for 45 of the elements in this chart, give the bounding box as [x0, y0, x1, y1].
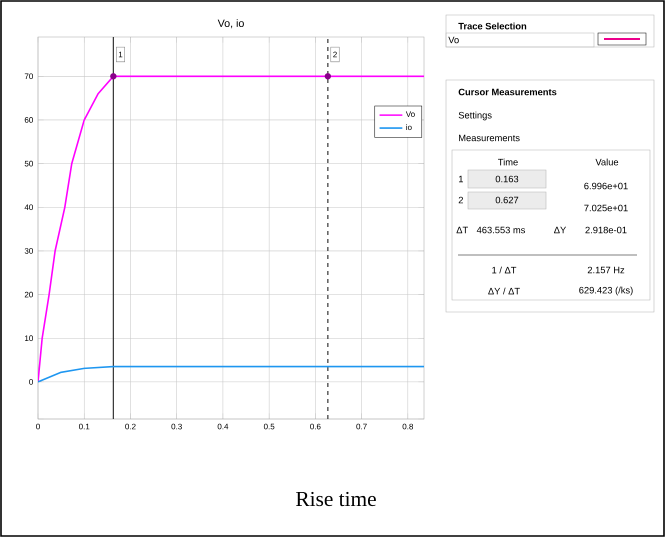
y-tick-label: 40: [24, 204, 33, 210]
x-tick-label: 0.6: [310, 424, 321, 430]
x-tick-label: 0.1: [78, 424, 90, 430]
text: Measurements: [459, 134, 520, 142]
text: 2: [458, 196, 463, 204]
text: 2.157 Hz: [588, 266, 624, 274]
x-tick-label: 0.5: [264, 424, 274, 430]
text: 1: [458, 176, 463, 182]
y-tick-label: 70: [24, 73, 33, 80]
y-tick-label: 60: [24, 117, 33, 123]
text: 463.553 ms: [476, 226, 526, 234]
text: 0.163: [496, 176, 518, 182]
annotation: 2: [333, 52, 337, 58]
legend-label: io: [406, 124, 412, 130]
text: Cursor Measurements: [458, 88, 556, 96]
x-tick-label: 0.4: [218, 424, 228, 430]
annotation: 1: [118, 52, 122, 58]
text: 1 / ΔT: [492, 266, 516, 274]
text: 2.918e-01: [585, 226, 627, 234]
text: ΔY: [554, 226, 566, 234]
text: Value: [595, 158, 618, 166]
legend-label: Vo: [406, 111, 415, 117]
x-tick-label: 0: [36, 424, 40, 430]
text: ΔT: [456, 226, 468, 234]
text: ΔY / ΔT: [488, 288, 520, 294]
y-tick-label: 50: [24, 160, 33, 166]
y-tick-label: 20: [24, 292, 33, 298]
y-tick-label: 10: [25, 335, 33, 342]
text: Settings: [458, 112, 492, 120]
y-tick-label: 0: [29, 379, 33, 385]
text: Time: [498, 158, 518, 166]
text: Vo: [448, 36, 459, 44]
chart-title: Vo, io: [218, 19, 244, 28]
x-tick-label: 0.3: [171, 424, 182, 430]
text: 6.996e+01: [584, 182, 628, 190]
text: Trace Selection: [458, 22, 526, 30]
x-tick-label: 0.7: [356, 424, 367, 430]
text: 629.423 (/ks): [579, 286, 633, 296]
text: Rise time: [296, 492, 376, 506]
text: 7.025e+01: [584, 204, 628, 212]
x-tick-label: 0.8: [402, 424, 414, 430]
x-tick-label: 0.2: [125, 424, 136, 430]
line-series: [38, 366, 424, 383]
text: 0.627: [496, 196, 518, 204]
y-tick-label: 30: [24, 248, 33, 254]
